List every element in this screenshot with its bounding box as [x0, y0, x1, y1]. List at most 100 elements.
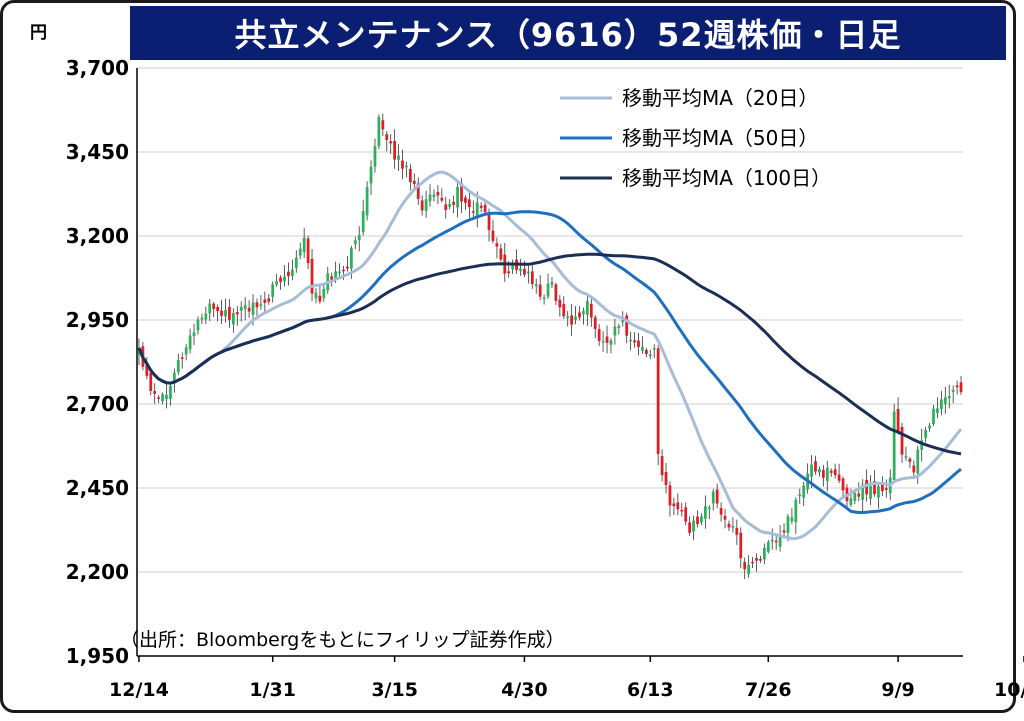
- candle-body: [428, 194, 432, 202]
- candle-body: [491, 230, 495, 241]
- candle-body: [172, 372, 176, 383]
- candle-body: [755, 558, 758, 561]
- candle-body: [385, 134, 389, 141]
- candle-body: [723, 515, 727, 520]
- candle-body: [585, 300, 589, 315]
- candle-body: [703, 506, 707, 519]
- candle-body: [200, 317, 204, 320]
- candle-body: [145, 365, 149, 376]
- ma50-line: [137, 210, 962, 514]
- candle-body: [542, 297, 546, 299]
- candle-body: [314, 292, 318, 299]
- candle-body: [928, 425, 931, 429]
- candle-body: [440, 197, 444, 201]
- candle-body: [479, 205, 483, 208]
- candle-body: [294, 257, 298, 269]
- candle-body: [900, 426, 904, 455]
- candle-body: [664, 472, 668, 486]
- candle-body: [837, 474, 841, 481]
- candle-body: [790, 517, 794, 522]
- legend-label: 移動平均MA（100日）: [622, 166, 831, 190]
- legend-label: 移動平均MA（50日）: [622, 126, 818, 150]
- candle-body: [680, 510, 684, 512]
- candle-body: [676, 502, 680, 510]
- candle-body: [794, 499, 798, 523]
- candle-body: [825, 467, 829, 481]
- candle-body: [397, 155, 400, 160]
- candle-body: [578, 312, 581, 318]
- candle-body: [570, 315, 574, 325]
- candle-body: [538, 284, 542, 297]
- candle-body: [267, 298, 271, 302]
- candle-body: [283, 276, 286, 282]
- candle-body: [558, 299, 562, 308]
- candle-body: [798, 494, 802, 496]
- candlesticks: [137, 113, 963, 580]
- candle-body: [550, 281, 554, 285]
- candle-body: [353, 240, 357, 245]
- chart-title-text: 共立メンテナンス（9616）52週株価・日足: [234, 16, 902, 54]
- candle-body: [908, 458, 912, 462]
- candle-body: [947, 396, 951, 399]
- candle-body: [727, 523, 731, 528]
- candle-body: [499, 248, 503, 260]
- candle-body: [373, 146, 377, 167]
- candle-body: [696, 516, 699, 525]
- candle-body: [228, 306, 231, 320]
- candle-body: [766, 542, 770, 552]
- candle-body: [275, 281, 279, 285]
- candle-body: [625, 315, 629, 336]
- candle-body: [208, 303, 212, 314]
- candle-body: [180, 357, 184, 359]
- y-unit-label: 円: [30, 23, 47, 43]
- candle-body: [554, 284, 558, 301]
- candle-body: [259, 304, 263, 306]
- candle-body: [495, 243, 499, 247]
- candle-body: [715, 489, 719, 504]
- candle-body: [157, 397, 161, 399]
- y-tick-label: 1,950: [66, 644, 129, 668]
- candle-body: [251, 302, 255, 315]
- candle-body: [660, 456, 664, 476]
- moving-average-lines: [137, 170, 963, 541]
- candle-body: [782, 530, 786, 533]
- candle-body: [346, 266, 349, 269]
- candle-body: [204, 313, 208, 320]
- candle-body: [165, 394, 168, 400]
- candle-body: [692, 520, 695, 532]
- y-tick-label: 2,200: [66, 560, 129, 584]
- candle-body: [739, 532, 743, 559]
- candle-body: [420, 200, 424, 211]
- candle-body: [483, 204, 487, 213]
- candle-body: [582, 310, 585, 315]
- x-tick-label: 3/15: [371, 679, 418, 701]
- candle-body: [707, 507, 711, 510]
- candle-body: [865, 479, 869, 495]
- candle-body: [534, 284, 538, 287]
- candle-body: [526, 271, 530, 274]
- candle-body: [731, 526, 735, 528]
- y-tick-label: 2,700: [66, 392, 129, 416]
- candle-body: [306, 238, 310, 264]
- candle-body: [932, 408, 935, 425]
- candle-body: [523, 268, 526, 275]
- candle-body: [188, 335, 192, 350]
- y-tick-label: 2,950: [66, 308, 129, 332]
- y-axis-labels: 3,700 3,450 3,200 2,950 2,700 2,450 2,200 1,950: [66, 56, 129, 668]
- candle-body: [263, 299, 267, 303]
- candle-body: [444, 204, 448, 210]
- candle-body: [633, 340, 636, 343]
- candle-body: [959, 382, 963, 393]
- candle-body: [401, 160, 404, 169]
- candle-body: [644, 349, 648, 355]
- candle-body: [672, 503, 676, 507]
- candle-body: [939, 399, 943, 410]
- candle-body: [821, 470, 825, 478]
- candle-body: [231, 312, 235, 325]
- candle-body: [361, 210, 365, 233]
- ma100-line: [137, 252, 962, 456]
- candle-body: [829, 470, 833, 473]
- candle-body: [224, 309, 227, 317]
